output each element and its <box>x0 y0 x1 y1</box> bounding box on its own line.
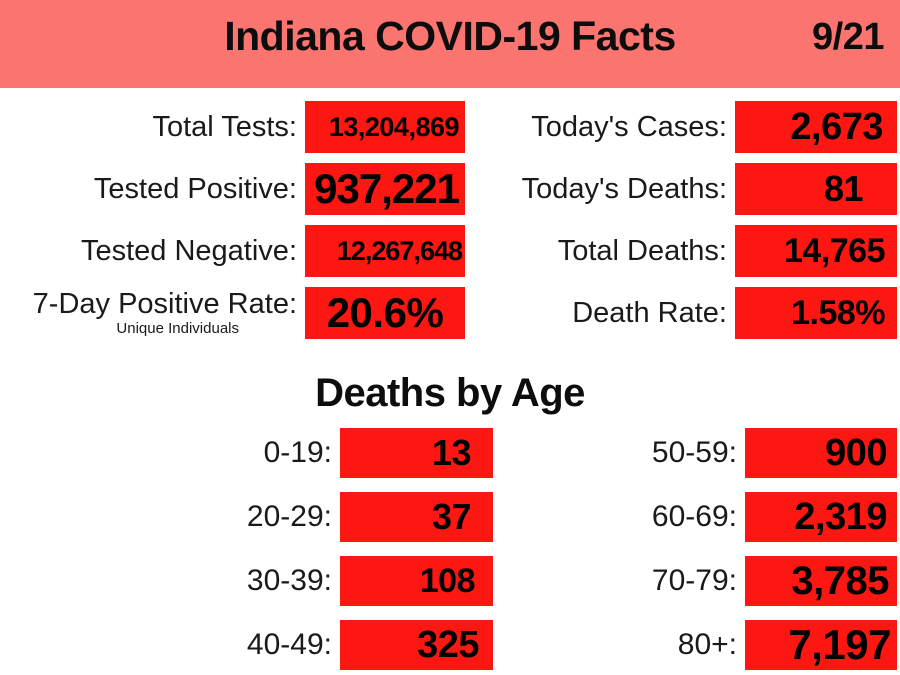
age-value: 37 <box>431 496 472 537</box>
age-label-text: 30-39: <box>246 564 332 597</box>
age-label-40-49: 40-49: <box>0 620 340 670</box>
stat-label-text: Death Rate: <box>572 296 727 329</box>
stat-label-death-rate: Death Rate: <box>465 287 735 339</box>
stat-value: 2,673 <box>790 105 883 148</box>
age-label-text: 20-29: <box>246 500 332 533</box>
stat-label-text: Tested Positive: <box>93 172 297 205</box>
age-value: 325 <box>417 623 479 666</box>
stat-value: 20.6% <box>326 289 444 336</box>
age-value-box-70-79: 3,785 <box>745 556 897 606</box>
age-label-80-plus: 80+: <box>493 620 745 670</box>
stat-label-text: Total Deaths: <box>557 234 727 267</box>
age-value: 3,785 <box>791 558 889 603</box>
age-label-50-59: 50-59: <box>493 428 745 478</box>
stat-value-box-total-deaths: 14,765 <box>735 225 897 277</box>
age-value-box-60-69: 2,319 <box>745 492 897 542</box>
age-value-box-20-29: 37 <box>340 492 493 542</box>
age-value-box-30-39: 108 <box>340 556 493 606</box>
stats-grid: Total Tests: 13,204,869 Today's Cases: 2… <box>0 101 897 339</box>
stat-label-todays-cases: Today's Cases: <box>465 101 735 153</box>
stat-value-box-todays-cases: 2,673 <box>735 101 897 153</box>
age-value: 2,319 <box>794 495 887 538</box>
age-label-text: 60-69: <box>651 500 737 533</box>
stat-label-text: 7-Day Positive Rate: <box>32 288 297 321</box>
stat-label-tested-positive: Tested Positive: <box>0 163 305 215</box>
age-label-text: 70-79: <box>651 564 737 597</box>
stat-value: 13,204,869 <box>328 111 460 142</box>
stat-value: 14,765 <box>784 231 886 270</box>
stat-value: 937,221 <box>314 165 460 212</box>
date-label: 9/21 <box>812 16 884 58</box>
stat-label-text: Total Tests: <box>152 110 297 143</box>
deaths-by-age-grid: 0-19: 13 50-59: 900 20-29: 37 60-69: 2,3… <box>0 428 897 670</box>
age-value: 900 <box>825 431 887 474</box>
stat-label-text: Today's Deaths: <box>521 172 727 205</box>
age-label-text: 0-19: <box>263 436 332 469</box>
stat-label-text: Today's Cases: <box>531 110 727 143</box>
stat-value-box-death-rate: 1.58% <box>735 287 897 339</box>
stat-value-box-todays-deaths: 81 <box>735 163 897 215</box>
age-label-text: 80+: <box>677 628 737 661</box>
page-title: Indiana COVID-19 Facts <box>224 13 676 59</box>
stat-value-box-tested-negative: 12,267,648 <box>305 225 465 277</box>
stat-value: 1.58% <box>791 293 885 332</box>
age-value: 108 <box>419 561 476 600</box>
stat-sublabel-unique-individuals: Unique Individuals <box>116 319 239 337</box>
stat-value-box-tested-positive: 937,221 <box>305 163 465 215</box>
stat-label-total-tests: Total Tests: <box>0 101 305 153</box>
age-value-box-80-plus: 7,197 <box>745 620 897 670</box>
age-label-0-19: 0-19: <box>0 428 340 478</box>
age-label-70-79: 70-79: <box>493 556 745 606</box>
stat-value-box-total-tests: 13,204,869 <box>305 101 465 153</box>
stat-label-tested-negative: Tested Negative: <box>0 225 305 277</box>
age-label-text: 40-49: <box>246 628 332 661</box>
deaths-by-age-title: Deaths by Age <box>315 371 585 415</box>
stat-label-total-deaths: Total Deaths: <box>465 225 735 277</box>
age-label-60-69: 60-69: <box>493 492 745 542</box>
stat-value: 12,267,648 <box>336 235 463 266</box>
stat-value-box-positive-rate: 20.6% <box>305 287 465 339</box>
age-value: 13 <box>431 432 472 473</box>
header-banner: Indiana COVID-19 Facts 9/21 <box>0 0 900 88</box>
stat-value: 81 <box>823 168 864 209</box>
stat-label-text: Tested Negative: <box>80 234 297 267</box>
age-label-30-39: 30-39: <box>0 556 340 606</box>
age-label-20-29: 20-29: <box>0 492 340 542</box>
age-value-box-0-19: 13 <box>340 428 493 478</box>
age-value-box-50-59: 900 <box>745 428 897 478</box>
age-value-box-40-49: 325 <box>340 620 493 670</box>
age-value: 7,197 <box>788 621 891 668</box>
age-label-text: 50-59: <box>651 436 737 469</box>
stat-label-positive-rate: 7-Day Positive Rate: Unique Individuals <box>0 287 305 339</box>
stat-label-todays-deaths: Today's Deaths: <box>465 163 735 215</box>
